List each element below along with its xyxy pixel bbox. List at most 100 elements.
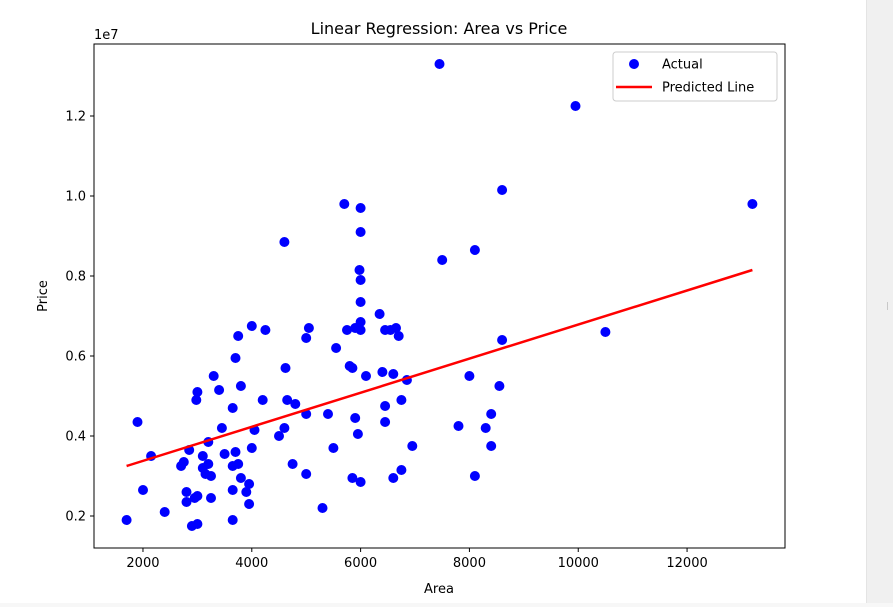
data-point (235, 381, 246, 391)
data-point (274, 431, 284, 441)
data-point (227, 403, 238, 413)
legend-predicted-label: Predicted Line (662, 81, 754, 96)
y-tick-label: 0.2 (65, 510, 86, 525)
data-point (244, 479, 255, 489)
data-point (132, 417, 143, 427)
data-point (260, 325, 271, 335)
data-point (192, 387, 203, 397)
data-point (352, 429, 363, 439)
data-point (339, 199, 350, 209)
data-point (331, 343, 342, 353)
data-point (347, 473, 358, 483)
y-axis-label: Price (36, 280, 51, 312)
data-point (437, 255, 448, 265)
data-point (388, 369, 399, 379)
data-point (328, 443, 339, 453)
data-point (233, 459, 244, 469)
scrollbar-thumb[interactable] (887, 302, 888, 310)
data-point (216, 423, 227, 433)
data-point (391, 323, 401, 333)
data-point (377, 367, 388, 377)
y-tick-label: 1.2 (65, 110, 86, 125)
data-point (347, 363, 358, 373)
x-tick-label: 6000 (344, 556, 377, 571)
data-point (206, 471, 216, 481)
data-point (233, 331, 244, 341)
data-point (355, 297, 366, 307)
data-point (396, 465, 407, 475)
data-point (230, 353, 241, 363)
data-point (181, 497, 192, 507)
data-point (494, 381, 505, 391)
data-point (396, 395, 407, 405)
data-point (214, 385, 225, 395)
data-point (570, 101, 581, 111)
data-point (206, 493, 216, 503)
x-tick-label: 4000 (235, 556, 268, 571)
data-point (317, 503, 328, 513)
data-point (192, 519, 203, 529)
data-point (303, 323, 314, 333)
x-tick-label: 2000 (126, 556, 159, 571)
data-point (227, 515, 238, 525)
data-point (380, 417, 391, 427)
data-point (244, 499, 255, 509)
data-point (121, 515, 132, 525)
x-tick-label: 10000 (558, 556, 599, 571)
data-point (342, 325, 352, 335)
axes-frame (93, 43, 786, 549)
data-point (235, 473, 246, 483)
data-point (434, 59, 445, 69)
data-point (279, 423, 290, 433)
data-point (380, 401, 391, 411)
data-point (227, 485, 238, 495)
data-point (257, 395, 268, 405)
data-point (497, 185, 508, 195)
data-point (354, 265, 365, 275)
data-point (486, 441, 497, 451)
predicted-line (126, 268, 753, 468)
data-point (469, 245, 480, 255)
data-point (301, 333, 312, 343)
data-point (192, 491, 203, 501)
data-point (279, 237, 290, 247)
data-point (469, 471, 480, 481)
data-point (464, 371, 475, 381)
data-point (323, 409, 333, 419)
scrollbar-gutter[interactable] (866, 0, 893, 603)
data-point (350, 413, 361, 423)
data-point (138, 485, 148, 495)
data-point (497, 335, 508, 345)
y-tick-label: 0.8 (65, 270, 86, 285)
x-axis-label: Area (424, 582, 454, 597)
chart-title: Linear Regression: Area vs Price (311, 19, 568, 38)
legend: Actual Predicted Line (612, 51, 778, 102)
data-point (241, 487, 252, 497)
data-point (282, 395, 293, 405)
data-point (388, 473, 399, 483)
legend-box (612, 51, 778, 102)
data-point (280, 363, 291, 373)
plot-area (121, 59, 758, 531)
data-point (407, 441, 418, 451)
data-point (355, 317, 366, 327)
y-axis: 0.2 0.4 0.6 0.8 1.0 1.2 (65, 110, 94, 525)
data-point (600, 327, 611, 337)
x-axis: 2000 4000 6000 8000 10000 12000 (126, 548, 708, 571)
y-tick-label: 1.0 (65, 190, 86, 205)
x-tick-label: 8000 (453, 556, 486, 571)
data-point (355, 275, 366, 285)
data-point (191, 395, 202, 405)
y-offset-label: 1e7 (94, 28, 119, 43)
data-point (287, 459, 298, 469)
data-point (374, 309, 385, 319)
data-point (290, 399, 301, 409)
data-point (355, 477, 366, 487)
data-point (301, 469, 312, 479)
x-tick-label: 12000 (666, 556, 707, 571)
data-point (486, 409, 497, 419)
data-point (355, 325, 366, 335)
data-point (197, 451, 208, 461)
scatter-chart: Linear Regression: Area vs Price 1e7 200… (36, 19, 786, 597)
data-point (203, 459, 214, 469)
